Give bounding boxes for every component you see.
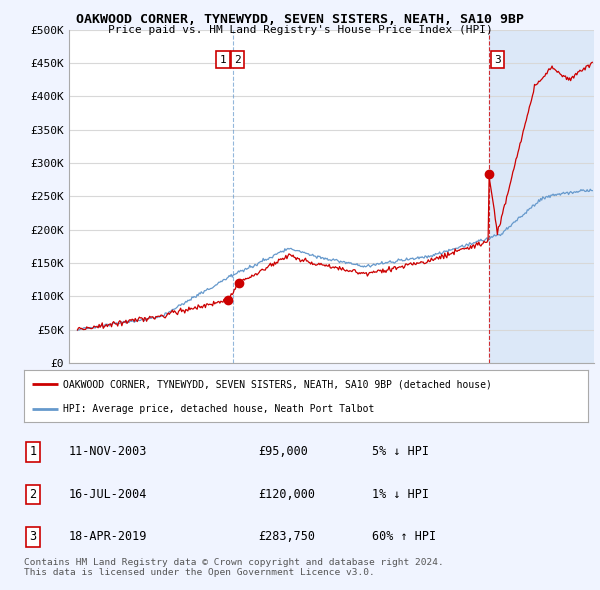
Text: Contains HM Land Registry data © Crown copyright and database right 2024.
This d: Contains HM Land Registry data © Crown c… xyxy=(24,558,444,577)
Text: 2: 2 xyxy=(29,488,37,501)
Text: £95,000: £95,000 xyxy=(258,445,308,458)
Text: Price paid vs. HM Land Registry's House Price Index (HPI): Price paid vs. HM Land Registry's House … xyxy=(107,25,493,35)
Text: 18-APR-2019: 18-APR-2019 xyxy=(69,530,148,543)
Text: OAKWOOD CORNER, TYNEWYDD, SEVEN SISTERS, NEATH, SA10 9BP: OAKWOOD CORNER, TYNEWYDD, SEVEN SISTERS,… xyxy=(76,13,524,26)
Text: 11-NOV-2003: 11-NOV-2003 xyxy=(69,445,148,458)
Text: 1: 1 xyxy=(29,445,37,458)
Text: 60% ↑ HPI: 60% ↑ HPI xyxy=(372,530,436,543)
Text: £120,000: £120,000 xyxy=(258,488,315,501)
Bar xyxy=(489,30,594,363)
Text: 1: 1 xyxy=(220,54,226,64)
Text: 16-JUL-2004: 16-JUL-2004 xyxy=(69,488,148,501)
Text: OAKWOOD CORNER, TYNEWYDD, SEVEN SISTERS, NEATH, SA10 9BP (detached house): OAKWOOD CORNER, TYNEWYDD, SEVEN SISTERS,… xyxy=(64,379,493,389)
Text: 3: 3 xyxy=(29,530,37,543)
Text: HPI: Average price, detached house, Neath Port Talbot: HPI: Average price, detached house, Neat… xyxy=(64,404,375,414)
Text: 3: 3 xyxy=(494,54,501,64)
Text: 5% ↓ HPI: 5% ↓ HPI xyxy=(372,445,429,458)
Text: £283,750: £283,750 xyxy=(258,530,315,543)
Text: 2: 2 xyxy=(234,54,241,64)
Text: 1% ↓ HPI: 1% ↓ HPI xyxy=(372,488,429,501)
